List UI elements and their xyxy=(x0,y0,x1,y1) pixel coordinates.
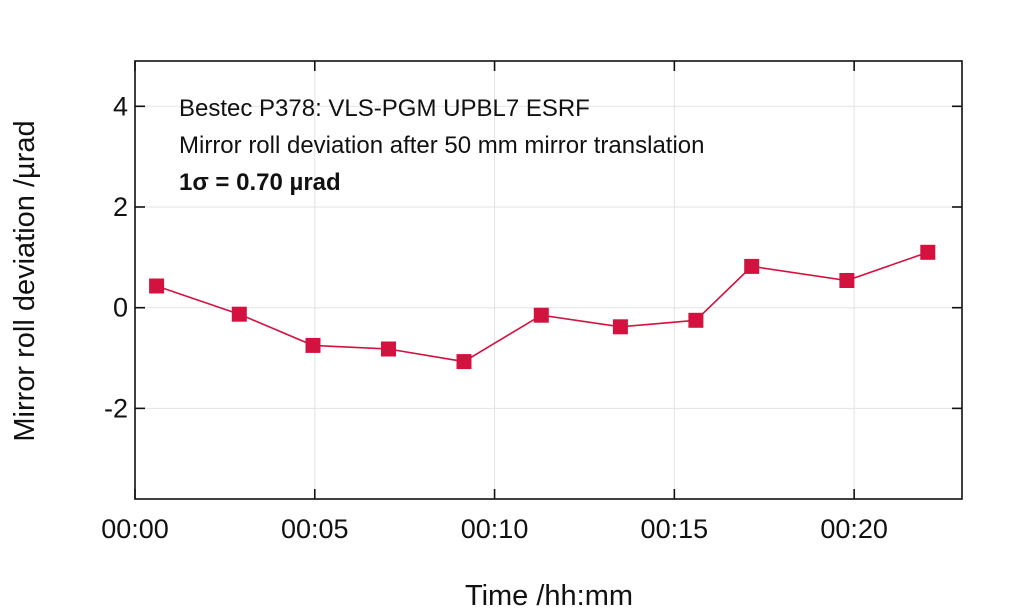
data-point-marker xyxy=(920,244,936,260)
data-point-marker xyxy=(305,337,321,353)
data-point-marker xyxy=(612,319,628,335)
series-group xyxy=(149,244,936,370)
y-tick-label: 2 xyxy=(113,192,128,222)
x-tick-label: 00:05 xyxy=(281,514,349,544)
data-point-marker xyxy=(688,312,704,328)
tick-labels: 00:00 00:05 00:10 00:15 00:20 -2 0 2 4 xyxy=(101,91,888,544)
y-tick-label: -2 xyxy=(104,393,128,423)
data-point-marker xyxy=(231,306,247,322)
x-tick-label: 00:20 xyxy=(820,514,888,544)
series-line xyxy=(156,251,929,363)
annotation-line-2: Mirror roll deviation after 50 mm mirror… xyxy=(179,132,704,159)
x-tick-label: 00:10 xyxy=(461,514,529,544)
data-point-marker xyxy=(533,307,549,323)
y-tick-label: 4 xyxy=(113,91,128,121)
grid xyxy=(134,61,962,499)
x-tick-label: 00:15 xyxy=(641,514,709,544)
x-axis-title: Time /hh:mm xyxy=(465,580,633,612)
data-point-marker xyxy=(456,354,472,370)
annotation-block: Bestec P378: VLS-PGM UPBL7 ESRF Mirror r… xyxy=(179,95,704,196)
data-point-marker xyxy=(839,273,855,288)
axis-ticks xyxy=(134,61,962,499)
annotation-sigma: 1σ = 0.70 µrad xyxy=(179,169,341,196)
annotation-line-1: Bestec P378: VLS-PGM UPBL7 ESRF xyxy=(179,95,590,122)
data-point-marker xyxy=(744,258,760,274)
data-point-marker xyxy=(381,341,396,357)
data-point-marker xyxy=(149,278,165,294)
y-tick-label: 0 xyxy=(113,293,128,323)
y-axis-title: Mirror roll deviation /µrad xyxy=(9,120,41,441)
plot-area-frame xyxy=(134,60,963,500)
x-tick-label: 00:00 xyxy=(101,514,169,544)
